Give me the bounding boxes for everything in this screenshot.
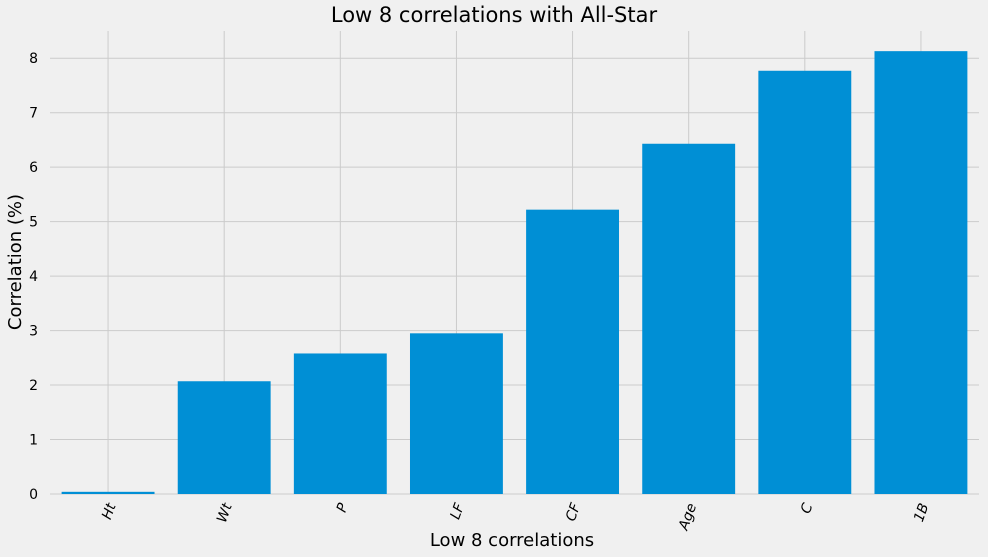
y-tick-label: 4 [29,269,38,285]
bar-age [642,143,736,494]
bars [61,51,968,495]
bar-wt [177,381,271,494]
bar-1b [874,51,968,495]
x-tick-label: Age [676,501,701,533]
bar-c [758,70,852,495]
y-tick-label: 1 [29,433,38,449]
y-tick-label: 6 [29,160,38,176]
x-tick-label: Wt [214,501,236,525]
bar-lf [409,333,503,494]
chart-title: Low 8 correlations with All-Star [331,3,658,27]
x-tick-label: Ht [99,501,120,522]
x-tick-label: C [798,501,816,516]
x-tick-label: 1B [911,501,932,524]
x-axis-ticks: Ht Wt P LF CF Age C 1B [99,500,932,533]
y-tick-label: 5 [29,215,38,231]
bar-cf [526,209,620,495]
x-tick-label: CF [563,500,584,523]
x-axis-label: Low 8 correlations [430,530,594,551]
bar-p [293,353,387,494]
y-axis-label: Correlation (%) [5,194,26,330]
x-tick-label: LF [447,500,468,521]
bar-ht [61,491,155,494]
y-tick-label: 2 [29,378,38,394]
x-tick-label: P [334,501,352,515]
y-tick-label: 0 [29,487,38,503]
y-axis-ticks: 0 1 2 3 4 5 6 7 8 [29,51,38,503]
y-tick-label: 3 [29,324,38,340]
y-tick-label: 7 [29,106,38,122]
y-tick-label: 8 [29,51,38,67]
